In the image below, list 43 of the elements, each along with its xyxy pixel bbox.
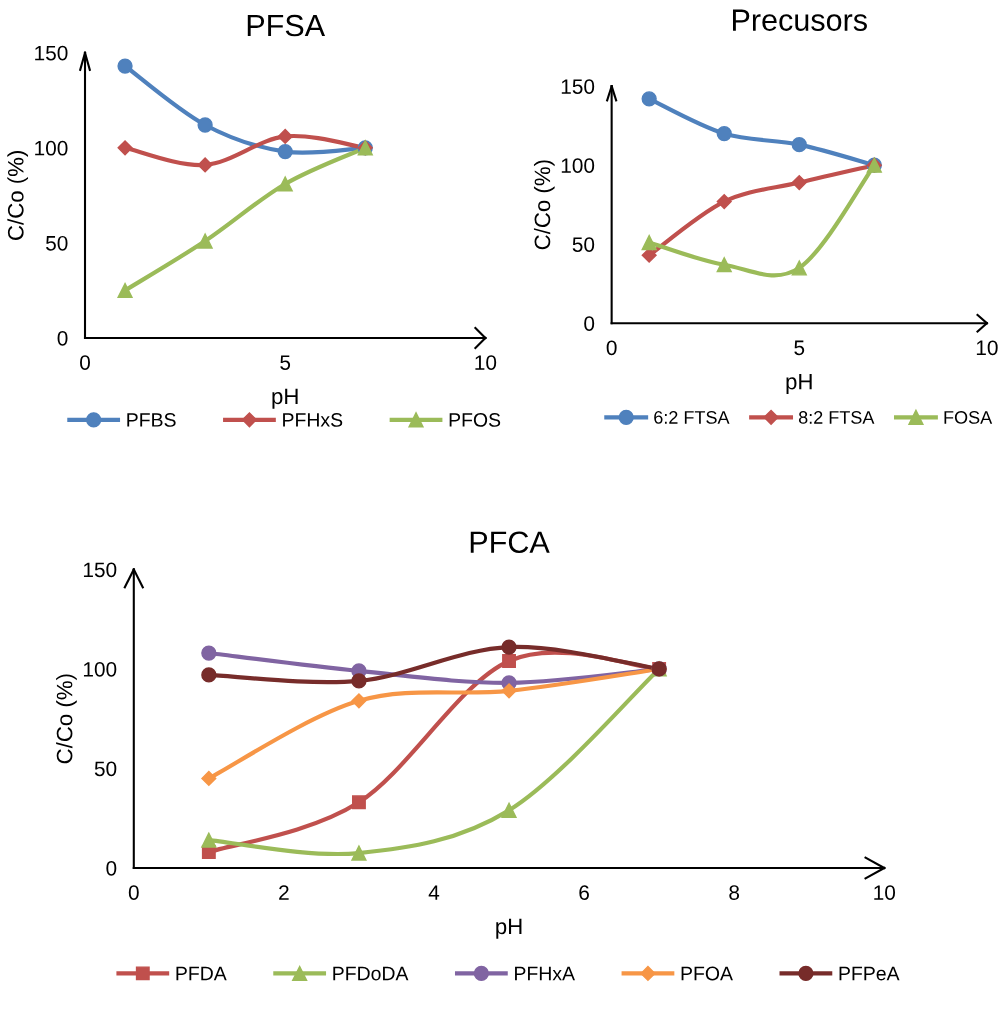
chart-title: Precusors (733, 9, 867, 31)
x-tick-label: 5 (280, 355, 291, 370)
x-tick-label: 5 (794, 340, 805, 356)
chart-title: PFSA (247, 14, 326, 37)
y-tick-label: 50 (94, 761, 117, 777)
legend-label: 8:2 FTSA (798, 411, 875, 424)
x-tick-label: 0 (128, 885, 139, 900)
x-tick-label: 10 (475, 355, 497, 370)
y-axis-title: C/Co (%) (7, 151, 29, 240)
y-tick-label: 100 (561, 158, 595, 173)
y-tick-label: 150 (35, 45, 68, 61)
legend-label: PFHxS (283, 413, 343, 427)
y-tick-label: 0 (584, 316, 595, 331)
legend-label: PFOA (681, 966, 733, 981)
legend-label: PFPeA (839, 966, 900, 981)
x-tick-label: 10 (874, 885, 896, 900)
y-tick-label: 50 (46, 235, 68, 251)
y-tick-label: 150 (83, 562, 117, 578)
legend-label: PFOS (449, 413, 501, 427)
x-tick-label: 4 (428, 885, 440, 900)
x-tick-label: 6 (579, 885, 589, 900)
y-tick-label: 150 (561, 79, 595, 94)
x-axis-title: pH (272, 388, 298, 409)
y-axis-title: C/Co (%) (533, 160, 555, 250)
y-tick-label: 0 (106, 861, 117, 876)
y-tick-label: 100 (83, 661, 117, 677)
x-tick-label: 2 (279, 885, 289, 900)
legend-label: PFHxA (515, 966, 575, 981)
y-tick-label: 100 (35, 140, 68, 156)
x-tick-label: 0 (606, 340, 617, 356)
chart-title: PFCA (470, 531, 550, 554)
legend-label: 6:2 FTSA (654, 411, 730, 424)
legend-label: PFBS (127, 413, 176, 427)
y-axis-title: C/Co (%) (56, 674, 77, 764)
x-axis-title: pH (496, 918, 522, 939)
x-axis-title: pH (786, 373, 812, 394)
legend-label: PFDA (176, 966, 227, 981)
legend-label: PFDoDA (333, 966, 409, 981)
y-tick-label: 50 (572, 237, 595, 252)
x-tick-label: 10 (976, 340, 998, 356)
x-tick-label: 8 (729, 885, 740, 900)
y-tick-label: 0 (57, 330, 68, 346)
legend-label: FOSA (944, 411, 993, 424)
